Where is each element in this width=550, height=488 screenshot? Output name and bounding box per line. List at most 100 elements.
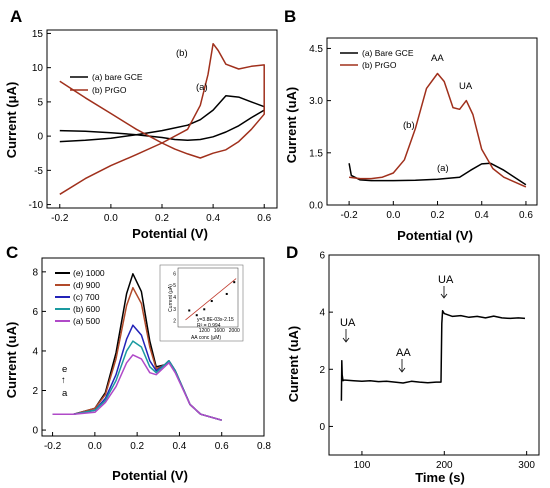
chart-a-ytick-label: 10	[32, 63, 44, 74]
chart-c-xtick-label: 0.6	[215, 441, 229, 452]
chart-c-legend: (e) 1000 (d) 900 (c) 700 (b) 600 (a) 500	[55, 268, 105, 326]
chart-c-legend-label-1: (d) 900	[73, 280, 100, 290]
chart-a-xtick-label: 0.6	[257, 213, 271, 224]
panel-b-letter: B	[284, 7, 296, 26]
chart-c-inset-frame	[159, 264, 244, 342]
chart-c-annotation-arrow: ↑	[61, 375, 66, 386]
panel-c: C -0.2 0.0 0.2 0.4 0.6 0.8 0 2 4 6 8 Potential (V)…	[4, 243, 271, 483]
chart-c-inset-point	[188, 309, 191, 312]
chart-b-annotation-ua: UA	[459, 81, 473, 92]
chart-c-inset-ytick: 4	[173, 295, 176, 301]
chart-c-inset-point	[195, 314, 198, 317]
chart-b-xtick-label: 0.4	[475, 210, 489, 221]
chart-c-xlabel: Potential (V)	[112, 468, 188, 483]
chart-d-annotation-ua-2: UA	[438, 274, 454, 286]
chart-c-inset-r2: R² = 0.994	[197, 323, 221, 329]
chart-d-xlabel: Time (s)	[415, 470, 465, 485]
chart-b-annotation-a: (a)	[437, 163, 449, 174]
chart-a-annotation-b: (b)	[176, 48, 188, 59]
chart-d-area: 100 200 300 0 2 4 6	[319, 251, 540, 471]
chart-d-arrow-ua-2	[440, 286, 448, 299]
chart-c-series-line-4	[52, 354, 222, 421]
chart-c-annotation-a: a	[62, 388, 68, 399]
chart-b-ytick-label: 4.5	[309, 44, 323, 55]
chart-a-legend-label-1: (b) PrGO	[92, 85, 127, 95]
chart-c-xtick-label: 0.2	[130, 441, 144, 452]
chart-c-ytick-label: 6	[32, 307, 38, 318]
chart-a-ytick-label: 5	[37, 97, 43, 108]
chart-c-ylabel: Current (uA)	[4, 322, 19, 399]
chart-a-xtick-label: 0.4	[206, 213, 220, 224]
chart-d-arrow-aa	[398, 359, 406, 373]
chart-d-annotation-aa: AA	[396, 347, 411, 359]
chart-b-area: -0.2 0.0 0.2 0.4 0.6 0.0 1.5 3.0 4.5	[309, 37, 538, 221]
panel-c-letter: C	[6, 243, 18, 262]
chart-c-inset-ytick: 3	[173, 307, 176, 313]
chart-c-annotation-e: e	[62, 364, 67, 375]
chart-d-annotation-ua-1: UA	[340, 317, 356, 329]
chart-c-legend-label-3: (b) 600	[73, 304, 100, 314]
panel-a: A -0.2 0.0 0.2 0.4 0.6 -10 -5 0 5 10 15 Potential …	[4, 7, 278, 241]
chart-a-xtick-label: -0.2	[51, 213, 69, 224]
chart-d-ytick-label: 0	[319, 422, 325, 433]
chart-b-legend-label-1: (b) PrGO	[362, 60, 397, 70]
chart-c-legend-label-2: (c) 700	[73, 292, 100, 302]
chart-b-xtick-label: 0.2	[431, 210, 445, 221]
chart-a-ytick-label: 15	[32, 29, 44, 40]
chart-c-xtick-label: 0.8	[257, 441, 271, 452]
chart-c-ytick-label: 8	[32, 267, 38, 278]
chart-c-inset-fit-line	[185, 278, 237, 321]
chart-a-area: -0.2 0.0 0.2 0.4 0.6 -10 -5 0 5 10 15	[29, 29, 278, 224]
chart-c-inset-point	[210, 300, 213, 303]
chart-a-ytick-label: 0	[37, 132, 43, 143]
chart-a-xtick-label: 0.2	[155, 213, 169, 224]
chart-c-frame	[41, 257, 265, 437]
chart-c-inset-ytick: 6	[173, 271, 176, 277]
chart-c-inset-point	[233, 281, 236, 284]
chart-c-inset-xlabel: AA conc (μM)	[191, 335, 221, 341]
chart-b-series-line-1	[349, 72, 527, 188]
chart-b-ytick-label: 0.0	[309, 201, 323, 212]
chart-c-ytick-label: 2	[32, 386, 38, 397]
chart-c-inset-equation: y=3.8E-03x-2.15	[197, 317, 234, 323]
panel-d-letter: D	[286, 243, 298, 262]
chart-d-ytick-label: 2	[319, 365, 325, 376]
chart-c-legend-label-4: (a) 500	[73, 316, 100, 326]
chart-d-xtick-label: 300	[518, 460, 535, 471]
chart-a-annotation-a: (a)	[196, 82, 208, 93]
panel-d: D 100 200 300 0 2 4 6 Time (s) Current (uA) UA…	[286, 243, 540, 485]
chart-d-xtick-label: 100	[354, 460, 371, 471]
chart-d-arrows	[342, 286, 448, 373]
chart-b-annotation-b: (b)	[403, 120, 415, 131]
chart-b-xtick-label: -0.2	[340, 210, 358, 221]
chart-d-series-line-0	[340, 309, 526, 401]
chart-a-ytick-label: -10	[29, 200, 44, 211]
chart-a-ylabel: Current (μA)	[4, 82, 19, 159]
chart-c-xtick-label: 0.4	[172, 441, 186, 452]
panel-a-letter: A	[10, 7, 22, 26]
chart-c-inset-plot: 1200 1600 2000 2 3 4 5 6	[173, 267, 240, 334]
chart-c-inset-axes	[177, 267, 239, 328]
chart-c-inset-point	[225, 292, 228, 295]
chart-a-legend: (a) bare GCE (b) PrGO	[70, 72, 143, 95]
chart-b-annotation-aa: AA	[431, 53, 444, 64]
chart-d-frame	[328, 254, 540, 456]
chart-b-xtick-label: 0.6	[519, 210, 533, 221]
chart-c-area: -0.2 0.0 0.2 0.4 0.6 0.8 0 2 4 6 8	[32, 257, 271, 452]
panel-b: B -0.2 0.0 0.2 0.4 0.6 0.0 1.5 3.0 4.5 Potential…	[284, 7, 538, 243]
chart-c-xtick-label: -0.2	[44, 441, 62, 452]
chart-b-frame	[326, 37, 538, 206]
chart-d-ytick-label: 4	[319, 308, 325, 319]
chart-b-ytick-label: 1.5	[309, 148, 323, 159]
chart-b-xlabel: Potential (V)	[397, 228, 473, 243]
chart-c-inset-point	[203, 308, 206, 311]
chart-c-inset-ylabel: Current (μA)	[168, 284, 174, 312]
chart-d-arrow-ua-1	[342, 329, 350, 343]
chart-c-ytick-label: 0	[32, 426, 38, 437]
chart-c-inset: 1200 1600 2000 2 3 4 5 6 y=3.8E-03x-2.15 R² = 0…	[159, 264, 244, 342]
chart-d-xtick-label: 200	[436, 460, 453, 471]
chart-c-inset-xtick: 2000	[229, 328, 240, 334]
chart-b-ylabel: Current (uA)	[284, 87, 299, 164]
chart-c-inset-ytick: 5	[173, 283, 176, 289]
